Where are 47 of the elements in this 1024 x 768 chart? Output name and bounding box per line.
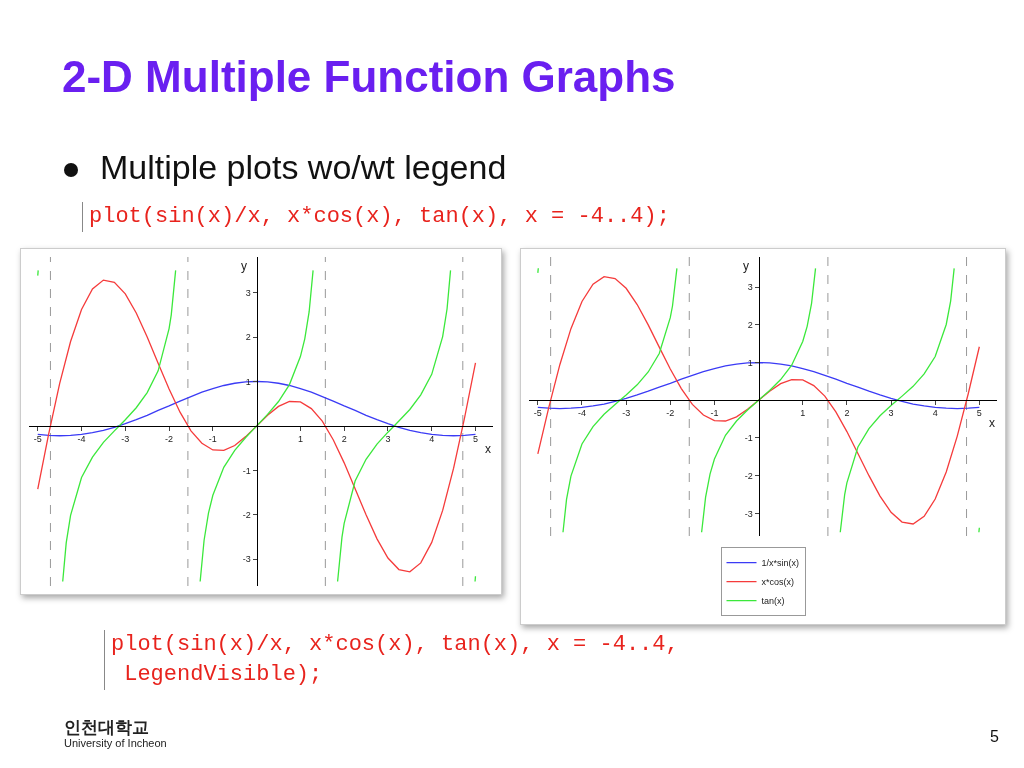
text: 인천대학교 [64,717,149,739]
x-tick-label: 3 [888,408,894,419]
legend-label: x*cos(x) [761,577,795,588]
x-tick-label: -2 [666,408,675,419]
y-tick-label: 2 [245,332,251,343]
x-tick-label: 4 [932,408,938,419]
y-tick-label: 3 [747,282,753,293]
x-tick-label: 3 [385,433,391,444]
x-tick-label: 5 [472,433,478,444]
x-tick-label: 2 [844,408,850,419]
x-tick-label: -2 [165,433,174,444]
x-tick-label: -4 [577,408,586,419]
x-tick-label: -3 [121,433,130,444]
x-tick-label: 5 [976,408,982,419]
chart-subtitle: Multiple plots wo/wt legend [100,148,507,187]
y-axis-title: y [743,259,749,273]
x-tick-label: -3 [622,408,631,419]
line-series [37,380,477,437]
y-tick-label: -3 [744,508,753,519]
text: plot(sin(x)/x, x*cos(x), tan(x), x = -4..4, LegendVisible); [104,630,679,690]
legend-label: 1/x*sin(x) [761,558,800,569]
y-tick-label: -2 [744,470,753,481]
text: 5 [990,728,999,746]
x-axis-title: x [989,416,995,430]
x-tick-label: -5 [533,408,542,419]
x-tick-label: -5 [33,433,42,444]
legend-label: tan(x) [761,596,785,607]
x-tick-label: 1 [800,408,806,419]
x-tick-label: 4 [429,433,435,444]
y-tick-label: 3 [245,287,251,298]
x-tick-label: 2 [341,433,347,444]
y-axis-title: y [241,259,247,273]
x-tick-label: -4 [77,433,86,444]
line-series [537,361,980,410]
y-tick-label: -3 [242,554,251,565]
y-tick-label: -1 [242,465,251,476]
text: plot(sin(x)/x, x*cos(x), tan(x), x = -4..4); [82,202,670,232]
y-tick-label: 1 [245,376,251,387]
x-tick-label: 1 [297,433,303,444]
y-tick-label: -2 [242,510,251,521]
x-tick-label: -1 [208,433,217,444]
x-tick-label: -1 [710,408,719,419]
chart-title: 2-D Multiple Function Graphs [62,52,676,102]
text: University of Incheon [64,737,167,749]
y-tick-label: 1 [747,357,753,368]
y-tick-label: 2 [747,320,753,331]
x-axis-title: x [485,442,491,456]
